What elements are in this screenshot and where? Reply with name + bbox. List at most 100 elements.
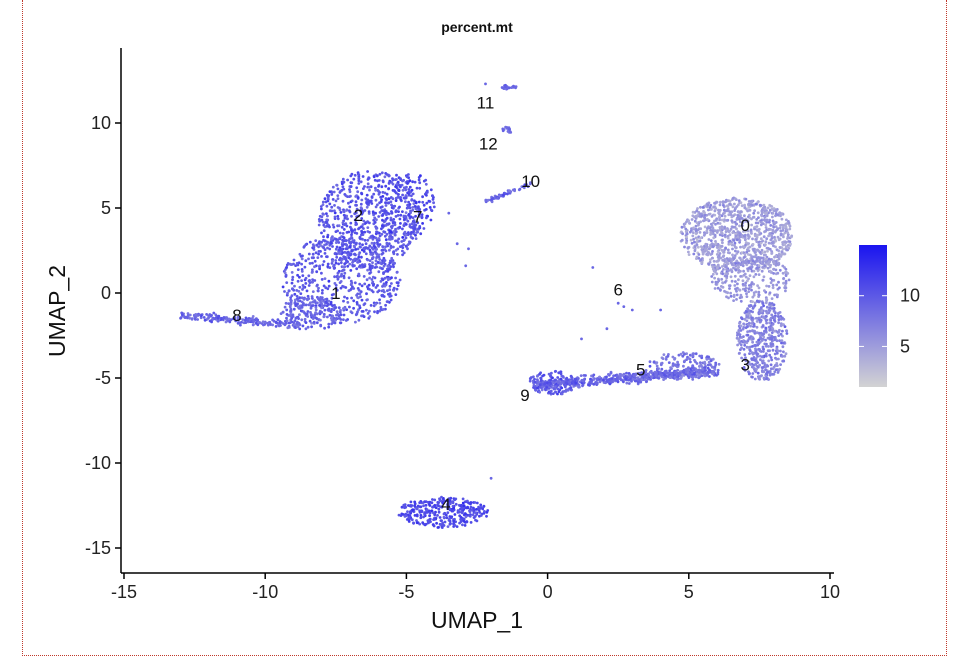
data-point [341, 244, 344, 248]
data-point [349, 225, 352, 229]
data-point [323, 277, 327, 280]
data-point [306, 315, 310, 318]
data-point [778, 246, 782, 249]
data-point [340, 272, 343, 276]
data-point [366, 226, 370, 230]
data-point [750, 322, 754, 325]
data-point [449, 496, 453, 500]
data-point [753, 377, 757, 381]
data-point [416, 221, 420, 225]
data-point [338, 321, 342, 325]
data-point [532, 383, 536, 387]
data-point [404, 188, 408, 192]
data-point [289, 302, 293, 306]
data-point [336, 214, 340, 218]
data-point [730, 279, 734, 283]
data-point [368, 230, 371, 234]
data-point [373, 216, 377, 220]
data-point [425, 193, 428, 197]
data-point [754, 347, 757, 351]
data-point [718, 226, 722, 229]
data-point [566, 388, 570, 392]
data-point [768, 321, 771, 325]
data-point [301, 324, 305, 328]
data-point [584, 374, 587, 377]
data-point [345, 208, 349, 212]
data-point [742, 256, 746, 259]
data-point [730, 215, 734, 219]
data-point [401, 188, 405, 192]
chart-title: percent.mt [441, 19, 513, 35]
data-point [387, 174, 391, 178]
data-point [330, 322, 334, 326]
data-point [308, 303, 312, 306]
data-point [741, 279, 745, 283]
data-point [474, 511, 477, 515]
data-point [740, 340, 743, 343]
data-point [714, 282, 718, 286]
data-point [291, 313, 295, 317]
data-point [736, 282, 739, 286]
data-point [752, 211, 756, 215]
data-point [716, 229, 720, 233]
data-point [744, 217, 748, 221]
data-point [751, 259, 755, 263]
data-point [711, 372, 715, 376]
data-point [370, 241, 374, 245]
data-point [288, 262, 292, 266]
data-point [450, 509, 454, 513]
data-point [342, 213, 346, 217]
data-point [739, 299, 743, 303]
data-point [461, 523, 464, 527]
data-point [743, 343, 747, 347]
data-point [399, 222, 402, 225]
data-point [688, 353, 692, 357]
data-point [446, 525, 450, 528]
data-point [517, 188, 521, 192]
data-point [311, 297, 314, 300]
data-point [773, 235, 776, 239]
data-point [771, 316, 775, 320]
data-point [298, 252, 302, 256]
data-point [330, 293, 334, 297]
data-point [442, 524, 446, 527]
data-point [350, 311, 354, 315]
data-point [715, 246, 719, 249]
data-point [344, 247, 348, 251]
data-point [355, 312, 359, 316]
data-point [771, 348, 775, 352]
data-point [676, 372, 680, 376]
data-point [317, 286, 320, 290]
data-point [376, 284, 379, 287]
data-point [356, 196, 360, 199]
data-point [605, 375, 608, 379]
data-point [755, 236, 759, 239]
data-point [296, 279, 300, 283]
data-point [446, 507, 450, 511]
data-point [442, 512, 446, 516]
data-point [690, 241, 694, 245]
data-point [729, 268, 733, 272]
data-point [370, 289, 374, 292]
data-point [453, 513, 457, 516]
data-point [437, 510, 441, 514]
data-point [693, 358, 696, 362]
data-point [448, 507, 452, 511]
data-point [703, 248, 707, 252]
data-point [349, 221, 353, 225]
data-point [688, 221, 691, 225]
data-point [419, 516, 423, 520]
data-point [349, 185, 353, 188]
data-point [636, 376, 640, 380]
data-point [728, 287, 731, 290]
data-point [749, 231, 753, 234]
data-point [389, 216, 393, 220]
data-point [323, 304, 327, 307]
data-point [399, 185, 402, 189]
data-point [784, 286, 788, 290]
data-point [749, 314, 752, 318]
data-point [357, 173, 361, 177]
data-point [256, 318, 260, 322]
data-point [367, 210, 371, 214]
